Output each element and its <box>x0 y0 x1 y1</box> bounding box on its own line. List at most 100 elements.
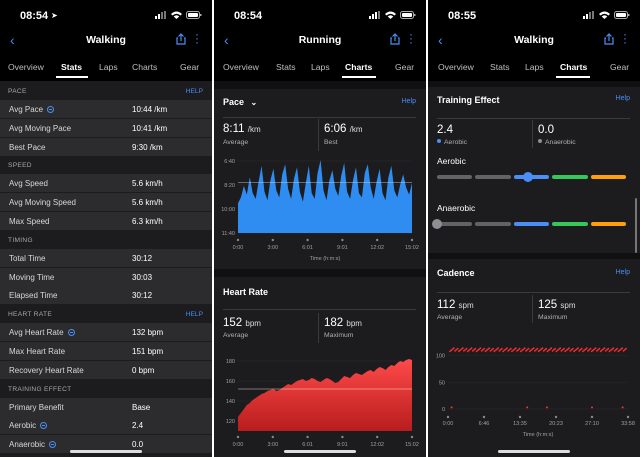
tab-laps[interactable]: Laps <box>525 62 544 72</box>
share-icon[interactable] <box>604 33 614 45</box>
info-icon[interactable] <box>67 329 75 337</box>
tab-bar: Overview Stats Laps Charts Gear <box>428 58 640 78</box>
aerobic-scale-label: Aerobic <box>437 156 466 166</box>
cadence-point <box>621 406 624 409</box>
active-tab-indicator <box>56 76 88 78</box>
heart-rate-title: Heart Rate <box>223 287 269 297</box>
tab-overview[interactable]: Overview <box>8 62 44 72</box>
cadence-point <box>608 350 611 353</box>
scale-marker <box>522 172 533 182</box>
x-tick-dot <box>236 435 240 439</box>
cadence-point <box>537 350 540 353</box>
back-chevron-icon[interactable]: ‹ <box>10 32 15 48</box>
pace-chart[interactable]: 6:40 8:20 10:00 11:40 0:00 3:00 6:01 9:01 12:02 1… <box>214 155 426 265</box>
cadence-point <box>483 347 486 350</box>
stat-label: Moving Time <box>9 272 55 282</box>
info-icon[interactable] <box>47 106 55 113</box>
best-pace-value: 6:06 /km <box>324 123 363 135</box>
cadence-point <box>577 347 579 350</box>
tab-laps[interactable]: Laps <box>311 62 330 72</box>
cadence-point <box>612 347 615 350</box>
tab-charts[interactable]: Charts <box>345 62 373 72</box>
help-link[interactable]: Help <box>615 95 630 102</box>
max-cadence-value: 125 spm <box>538 299 576 311</box>
heart-rate-chart[interactable]: 120 140 160 180 0:00 3:00 6:01 9:01 12:02 15:02 <box>214 345 426 455</box>
share-icon[interactable] <box>176 33 186 45</box>
info-icon[interactable] <box>40 422 48 430</box>
stat-label: Avg Moving Speed <box>9 198 77 208</box>
tab-overview[interactable]: Overview <box>438 62 474 72</box>
x-tick-dot <box>306 238 309 242</box>
max-cadence-label: Maximum <box>538 314 568 321</box>
more-options-icon[interactable]: · · · <box>409 27 413 49</box>
divider <box>532 295 533 323</box>
scrollbar[interactable] <box>635 198 637 253</box>
stat-value: 6.3 km/h <box>132 217 163 226</box>
tab-gear[interactable]: Gear <box>180 62 200 72</box>
x-tick-dot <box>341 238 344 242</box>
cadence-point <box>473 348 475 351</box>
back-chevron-icon[interactable]: ‹ <box>438 32 443 48</box>
scale-segment <box>513 222 550 226</box>
y-tick-label: 10:00 <box>221 207 235 213</box>
stat-row: Avg Speed 5.6 km/h <box>0 174 212 193</box>
cadence-point <box>514 347 517 350</box>
stat-label: Anaerobic <box>9 440 57 449</box>
cadence-point <box>501 347 503 350</box>
scale-segment <box>590 175 627 179</box>
cadence-point <box>450 406 453 409</box>
tab-stats[interactable]: Stats <box>61 62 83 72</box>
cadence-point <box>569 350 572 352</box>
tab-charts[interactable]: Charts <box>560 62 588 72</box>
section-header: TRAINING EFFECT <box>8 385 72 393</box>
y-tick-label: 0 <box>442 407 445 413</box>
stat-row: Recovery Heart Rate 0 bpm <box>0 360 212 379</box>
tab-charts[interactable]: Charts <box>132 62 158 72</box>
cadence-point <box>580 347 583 350</box>
cadence-point <box>592 349 594 352</box>
stat-row: Avg Moving Pace 10:41 /km <box>0 118 212 137</box>
back-chevron-icon[interactable]: ‹ <box>224 32 229 48</box>
cadence-point <box>618 349 621 352</box>
stat-row: Max Speed 6.3 km/h <box>0 212 212 230</box>
help-link[interactable]: HELP <box>185 88 203 95</box>
cadence-title: Cadence <box>437 268 475 278</box>
more-options-icon[interactable]: · · · <box>623 27 627 49</box>
section-header: HEART RATE <box>8 311 53 319</box>
x-tick-dot <box>376 435 379 439</box>
cadence-chart[interactable]: 0 50 100 0:00 6:46 13:35 20:23 27:10 33:58 Time (… <box>428 325 640 445</box>
cadence-point <box>559 347 562 350</box>
cadence-point <box>484 350 487 353</box>
cadence-point <box>564 350 567 353</box>
stat-label: Recovery Heart Rate <box>9 365 84 375</box>
best-pace-label: Best <box>324 139 338 146</box>
x-tick-dot <box>446 415 450 419</box>
help-link[interactable]: Help <box>615 269 630 276</box>
tab-gear[interactable]: Gear <box>395 62 415 72</box>
stat-row: Anaerobic 0.0 <box>0 435 212 454</box>
x-tick-dot <box>626 415 630 419</box>
help-link[interactable]: Help <box>401 98 416 105</box>
cadence-point <box>551 350 554 352</box>
aerobic-te-value: 2.4 <box>437 124 453 136</box>
tab-stats[interactable]: Stats <box>490 62 510 72</box>
tab-overview[interactable]: Overview <box>223 62 259 72</box>
cadence-point <box>539 349 541 352</box>
cadence-point <box>545 347 548 350</box>
scale-segment <box>552 222 588 226</box>
tab-gear[interactable]: Gear <box>610 62 630 72</box>
cadence-point <box>525 350 527 352</box>
share-icon[interactable] <box>390 33 400 45</box>
divider <box>532 120 533 148</box>
help-link[interactable]: HELP <box>185 311 203 319</box>
cadence-point <box>602 348 605 351</box>
tab-laps[interactable]: Laps <box>99 62 118 72</box>
more-options-icon[interactable]: · · · <box>195 27 199 49</box>
tab-stats[interactable]: Stats <box>276 62 296 72</box>
pace-title[interactable]: Pace ⌄ <box>223 97 258 107</box>
page-title: Running <box>298 34 342 46</box>
stat-value: 5.6 km/h <box>132 179 163 189</box>
info-icon[interactable] <box>49 441 57 449</box>
cadence-point <box>516 350 518 352</box>
cadence-point <box>533 350 536 352</box>
